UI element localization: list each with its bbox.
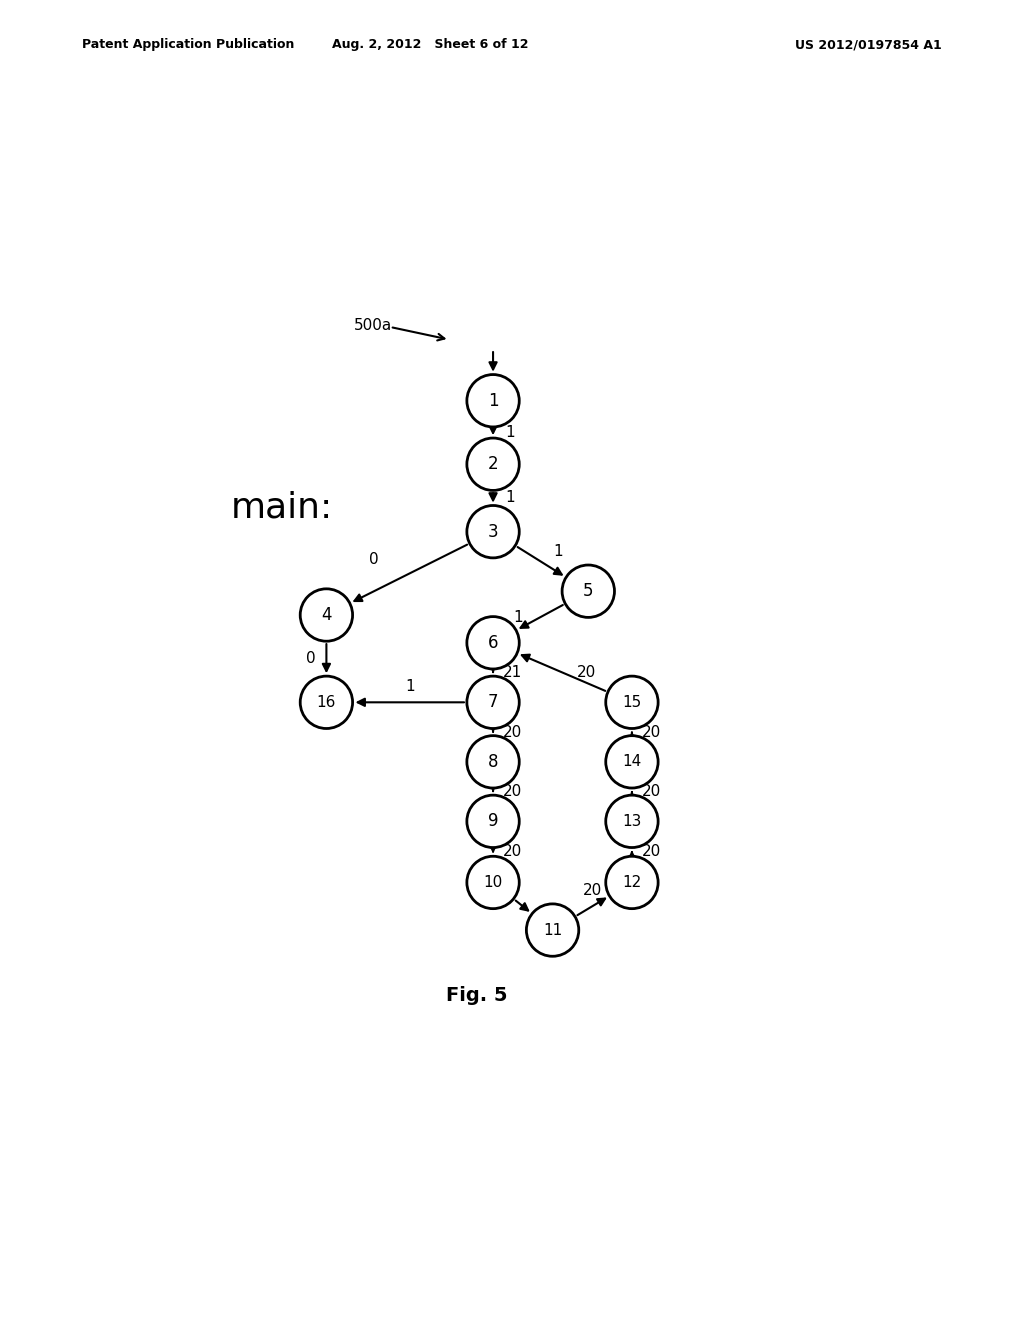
Circle shape [467, 795, 519, 847]
Text: 12: 12 [623, 875, 642, 890]
Text: 20: 20 [642, 845, 662, 859]
Text: 14: 14 [623, 754, 642, 770]
Text: main:: main: [231, 491, 334, 525]
Text: 20: 20 [498, 884, 516, 899]
Circle shape [467, 375, 519, 426]
Circle shape [606, 735, 658, 788]
Text: 20: 20 [577, 665, 596, 680]
Text: 11: 11 [543, 923, 562, 937]
Text: 21: 21 [503, 665, 522, 680]
Text: 2: 2 [487, 455, 499, 474]
Text: 1: 1 [506, 425, 515, 440]
Circle shape [467, 438, 519, 491]
Text: 6: 6 [487, 634, 499, 652]
Text: 500a: 500a [354, 318, 392, 333]
Text: 0: 0 [306, 651, 315, 667]
Text: Aug. 2, 2012   Sheet 6 of 12: Aug. 2, 2012 Sheet 6 of 12 [332, 38, 528, 51]
Text: 1: 1 [487, 392, 499, 409]
Text: 13: 13 [623, 814, 642, 829]
Text: US 2012/0197854 A1: US 2012/0197854 A1 [796, 38, 942, 51]
Text: 1: 1 [514, 610, 523, 624]
Text: 7: 7 [487, 693, 499, 711]
Text: 5: 5 [583, 582, 594, 601]
Circle shape [300, 676, 352, 729]
Circle shape [606, 857, 658, 908]
Text: 20: 20 [503, 725, 522, 739]
Circle shape [467, 506, 519, 558]
Text: 20: 20 [583, 883, 602, 898]
Text: 4: 4 [322, 606, 332, 624]
Text: 20: 20 [503, 784, 522, 799]
Text: Fig. 5: Fig. 5 [446, 986, 508, 1006]
Text: 16: 16 [316, 694, 336, 710]
Text: 1: 1 [404, 678, 415, 694]
Circle shape [467, 735, 519, 788]
Text: 9: 9 [487, 812, 499, 830]
Text: 20: 20 [642, 784, 662, 799]
Circle shape [562, 565, 614, 618]
Circle shape [467, 857, 519, 908]
Text: 20: 20 [642, 725, 662, 739]
Text: 3: 3 [487, 523, 499, 541]
Circle shape [300, 589, 352, 642]
Text: Patent Application Publication: Patent Application Publication [82, 38, 294, 51]
Circle shape [606, 795, 658, 847]
Text: 10: 10 [483, 875, 503, 890]
Text: 8: 8 [487, 752, 499, 771]
Text: 0: 0 [370, 552, 379, 566]
Circle shape [467, 616, 519, 669]
Circle shape [467, 676, 519, 729]
Text: 1: 1 [506, 491, 515, 506]
Circle shape [606, 676, 658, 729]
Circle shape [526, 904, 579, 956]
Text: 1: 1 [553, 544, 563, 560]
Text: 15: 15 [623, 694, 642, 710]
Text: 20: 20 [503, 845, 522, 859]
